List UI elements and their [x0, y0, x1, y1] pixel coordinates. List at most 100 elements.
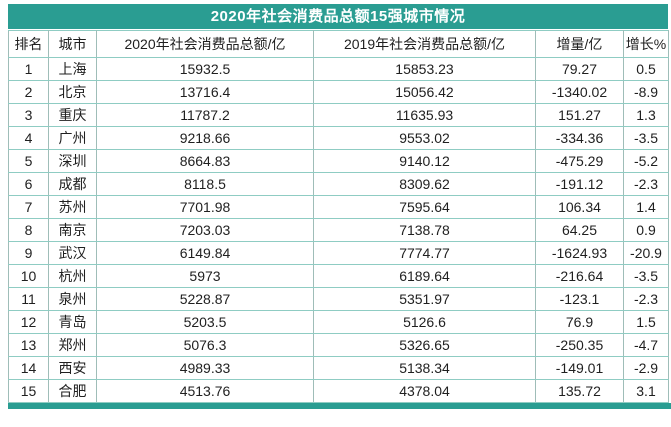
table-cell: 5973: [96, 264, 314, 288]
table-cell: 13716.4: [96, 80, 314, 104]
table-cell: 5076.3: [96, 333, 314, 357]
table-cell: 5126.6: [313, 310, 536, 334]
table-cell: 北京: [48, 80, 97, 104]
table-cell: -1624.93: [535, 241, 624, 265]
table-cell: 151.27: [535, 103, 624, 127]
table-cell: 4513.76: [96, 379, 314, 403]
table-cell: 8118.5: [96, 172, 314, 196]
table-cell: 2: [8, 80, 49, 104]
table-cell: 1.4: [623, 195, 669, 219]
table-cell: 9: [8, 241, 49, 265]
table-cell: -216.64: [535, 264, 624, 288]
table-row: 2 北京 13716.4 15056.42 -1340.02 -8.9: [8, 80, 669, 104]
table-cell: 南京: [48, 218, 97, 242]
table-cell: -5.2: [623, 149, 669, 173]
table-cell: -8.9: [623, 80, 669, 104]
table-cell: 1: [8, 57, 49, 81]
table-cell: 7138.78: [313, 218, 536, 242]
header-row: 排名 城市 2020年社会消费品总额/亿 2019年社会消费品总额/亿 增量/亿 增长%: [8, 30, 669, 58]
table-cell: 14: [8, 356, 49, 380]
table-cell: 135.72: [535, 379, 624, 403]
table-cell: 9140.12: [313, 149, 536, 173]
table-cell: 5326.65: [313, 333, 536, 357]
table-row: 4 广州 9218.66 9553.02 -334.36 -3.5: [8, 126, 669, 150]
table-cell: 5228.87: [96, 287, 314, 311]
table-cell: 9553.02: [313, 126, 536, 150]
table-cell: 76.9: [535, 310, 624, 334]
table-cell: 1.3: [623, 103, 669, 127]
table-cell: -4.7: [623, 333, 669, 357]
table-cell: -475.29: [535, 149, 624, 173]
table-row: 10 杭州 5973 6189.64 -216.64 -3.5: [8, 264, 669, 288]
table-cell: 7701.98: [96, 195, 314, 219]
table-row: 7 苏州 7701.98 7595.64 106.34 1.4: [8, 195, 669, 219]
table-cell: 15853.23: [313, 57, 536, 81]
table-cell: 武汉: [48, 241, 97, 265]
table-body: 1 上海 15932.5 15853.23 79.27 0.5 2 北京 13716.4 1505…: [8, 57, 669, 403]
page-container: 2020年社会消费品总额15强城市情况 排名 城市 2020年社会消费品总额/亿 20…: [8, 4, 671, 409]
table-cell: 重庆: [48, 103, 97, 127]
table-cell: 15: [8, 379, 49, 403]
table-row: 6 成都 8118.5 8309.62 -191.12 -2.3: [8, 172, 669, 196]
table-cell: 6189.64: [313, 264, 536, 288]
table-row: 13 郑州 5076.3 5326.65 -250.35 -4.7: [8, 333, 669, 357]
table-cell: 15056.42: [313, 80, 536, 104]
table-title: 2020年社会消费品总额15强城市情况: [210, 8, 466, 25]
consumption-table: 排名 城市 2020年社会消费品总额/亿 2019年社会消费品总额/亿 增量/亿 增长% …: [8, 30, 669, 403]
table-cell: 12: [8, 310, 49, 334]
table-cell: 7595.64: [313, 195, 536, 219]
table-cell: -3.5: [623, 126, 669, 150]
table-cell: -2.3: [623, 287, 669, 311]
table-cell: 9218.66: [96, 126, 314, 150]
column-header: 2020年社会消费品总额/亿: [96, 30, 314, 58]
table-row: 5 深圳 8664.83 9140.12 -475.29 -5.2: [8, 149, 669, 173]
table-cell: 郑州: [48, 333, 97, 357]
table-cell: -1340.02: [535, 80, 624, 104]
table-cell: 西安: [48, 356, 97, 380]
column-header: 增长%: [623, 30, 669, 58]
table-cell: 8: [8, 218, 49, 242]
table-cell: -20.9: [623, 241, 669, 265]
table-cell: 1.5: [623, 310, 669, 334]
bottom-accent-bar: [8, 403, 671, 409]
table-cell: 0.9: [623, 218, 669, 242]
table-row: 9 武汉 6149.84 7774.77 -1624.93 -20.9: [8, 241, 669, 265]
table-row: 15 合肥 4513.76 4378.04 135.72 3.1: [8, 379, 669, 403]
table-cell: 5: [8, 149, 49, 173]
table-cell: -2.9: [623, 356, 669, 380]
table-cell: 成都: [48, 172, 97, 196]
table-cell: -3.5: [623, 264, 669, 288]
table-row: 8 南京 7203.03 7138.78 64.25 0.9: [8, 218, 669, 242]
table-cell: -149.01: [535, 356, 624, 380]
table-cell: 苏州: [48, 195, 97, 219]
table-cell: 广州: [48, 126, 97, 150]
column-header: 2019年社会消费品总额/亿: [313, 30, 536, 58]
table-row: 12 青岛 5203.5 5126.6 76.9 1.5: [8, 310, 669, 334]
table-cell: -2.3: [623, 172, 669, 196]
table-cell: 5203.5: [96, 310, 314, 334]
table-cell: 深圳: [48, 149, 97, 173]
table-cell: 11635.93: [313, 103, 536, 127]
table-cell: 64.25: [535, 218, 624, 242]
table-cell: 6149.84: [96, 241, 314, 265]
table-cell: 4: [8, 126, 49, 150]
table-cell: 4378.04: [313, 379, 536, 403]
table-cell: 8664.83: [96, 149, 314, 173]
table-cell: 5138.34: [313, 356, 536, 380]
table-cell: 11787.2: [96, 103, 314, 127]
table-cell: 青岛: [48, 310, 97, 334]
table-cell: -191.12: [535, 172, 624, 196]
table-row: 3 重庆 11787.2 11635.93 151.27 1.3: [8, 103, 669, 127]
table-row: 1 上海 15932.5 15853.23 79.27 0.5: [8, 57, 669, 81]
table-title-bar: 2020年社会消费品总额15强城市情况: [8, 4, 668, 29]
table-cell: 上海: [48, 57, 97, 81]
table-cell: 10: [8, 264, 49, 288]
table-cell: 15932.5: [96, 57, 314, 81]
table-cell: 106.34: [535, 195, 624, 219]
table-cell: -250.35: [535, 333, 624, 357]
column-header: 增量/亿: [535, 30, 624, 58]
table-cell: 7774.77: [313, 241, 536, 265]
column-header: 城市: [48, 30, 97, 58]
table-cell: 7203.03: [96, 218, 314, 242]
table-cell: 合肥: [48, 379, 97, 403]
